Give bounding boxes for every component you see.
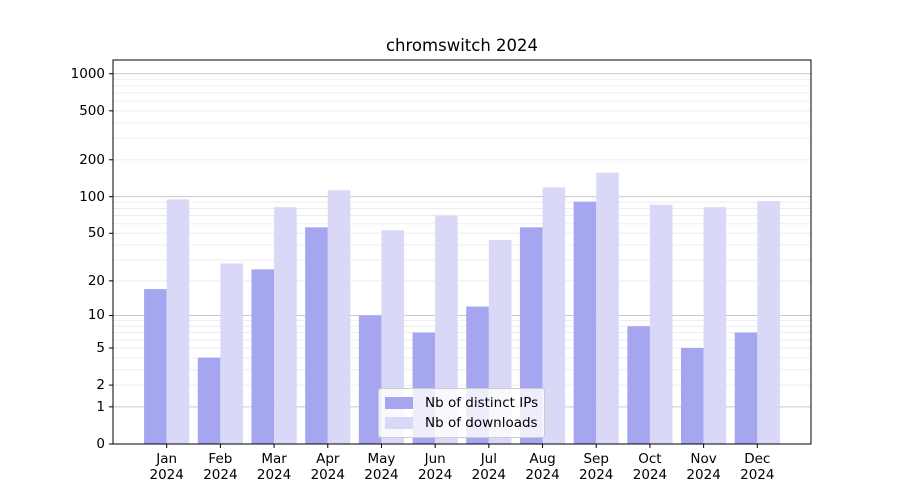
bar-distinct-ips-nov <box>681 347 704 444</box>
bar-distinct-ips-may <box>358 315 382 444</box>
legend-row-downloads: Nb of downloads <box>385 415 538 431</box>
x-tick-label-jun: Jun 2024 <box>417 451 453 483</box>
x-tick-label-may: May 2024 <box>364 451 399 483</box>
y-tick-label-10: 10 <box>87 307 105 324</box>
x-tick-label-nov: Nov 2024 <box>686 451 721 483</box>
y-tick-label-5: 5 <box>96 339 105 356</box>
bar-downloads-aug <box>542 187 566 445</box>
x-tick-label-mar: Mar 2024 <box>256 451 292 483</box>
bar-downloads-oct <box>649 204 673 444</box>
y-tick-label-100: 100 <box>79 188 105 205</box>
bar-distinct-ips-feb <box>197 357 221 444</box>
x-tick-label-dec: Dec 2024 <box>740 451 775 483</box>
bar-distinct-ips-apr <box>305 227 328 444</box>
bar-downloads-nov <box>703 207 727 444</box>
y-tick-label-500: 500 <box>79 102 105 119</box>
y-tick-label-200: 200 <box>79 151 105 168</box>
bar-distinct-ips-sep <box>573 201 597 444</box>
legend-swatch-downloads <box>385 417 413 429</box>
y-tick-label-20: 20 <box>87 272 105 289</box>
bar-distinct-ips-jan <box>144 289 167 444</box>
bar-distinct-ips-oct <box>627 326 650 444</box>
x-tick-label-sep: Sep 2024 <box>579 451 614 483</box>
bar-downloads-jun <box>435 215 458 444</box>
x-tick-label-apr: Apr 2024 <box>310 451 345 483</box>
x-tick-label-jan: Jan 2024 <box>149 451 184 483</box>
chart-title: chromswitch 2024 <box>385 36 539 55</box>
x-tick-label-aug: Aug 2024 <box>525 451 560 483</box>
bar-downloads-jan <box>166 199 190 444</box>
legend: Nb of distinct IPs Nb of downloads <box>378 388 545 438</box>
bar-downloads-apr <box>327 190 351 444</box>
y-tick-label-1000: 1000 <box>70 65 105 82</box>
bar-downloads-feb <box>220 263 243 444</box>
y-tick-label-0: 0 <box>96 436 105 452</box>
bar-downloads-dec <box>757 201 780 444</box>
x-tick-label-jul: Jul 2024 <box>471 451 507 483</box>
bar-downloads-sep <box>596 172 619 444</box>
x-tick-label-oct: Oct 2024 <box>632 451 668 483</box>
y-tick-label-1: 1 <box>96 398 105 415</box>
y-tick-label-50: 50 <box>87 225 105 242</box>
bar-distinct-ips-dec <box>734 332 758 444</box>
legend-label-downloads: Nb of downloads <box>425 415 538 431</box>
legend-label-distinct-ips: Nb of distinct IPs <box>425 395 539 411</box>
bar-downloads-mar <box>274 207 297 444</box>
legend-swatch-distinct-ips <box>385 397 413 409</box>
x-tick-label-feb: Feb 2024 <box>203 451 238 483</box>
bar-distinct-ips-mar <box>251 269 275 444</box>
legend-row-distinct-ips: Nb of distinct IPs <box>385 395 538 411</box>
y-tick-label-2: 2 <box>96 377 105 394</box>
plot-border <box>112 59 812 445</box>
